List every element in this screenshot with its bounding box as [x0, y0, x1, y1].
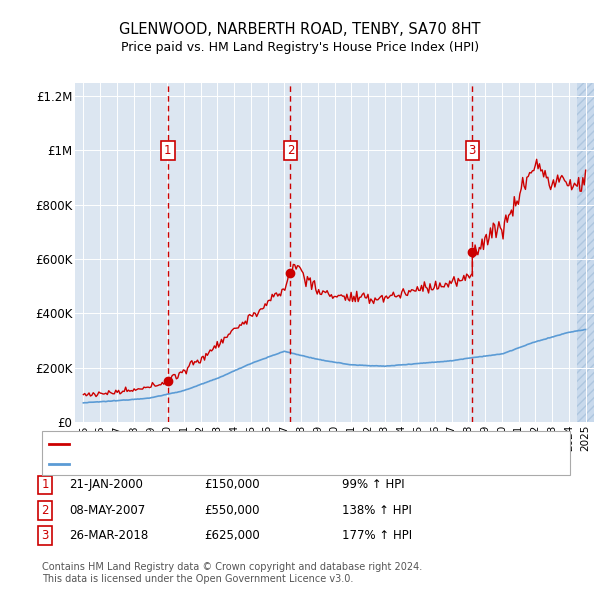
Text: £150,000: £150,000 — [204, 478, 260, 491]
Text: 138% ↑ HPI: 138% ↑ HPI — [342, 504, 412, 517]
Text: 26-MAR-2018: 26-MAR-2018 — [69, 529, 148, 542]
Text: 08-MAY-2007: 08-MAY-2007 — [69, 504, 145, 517]
Text: 1: 1 — [164, 144, 172, 157]
Text: 1: 1 — [41, 478, 49, 491]
Bar — [577, 69, 600, 422]
Text: £625,000: £625,000 — [204, 529, 260, 542]
Bar — [577, 69, 600, 422]
Text: 2: 2 — [287, 144, 294, 157]
Text: £550,000: £550,000 — [204, 504, 260, 517]
Text: 177% ↑ HPI: 177% ↑ HPI — [342, 529, 412, 542]
Text: 2: 2 — [41, 504, 49, 517]
Text: 21-JAN-2000: 21-JAN-2000 — [69, 478, 143, 491]
Text: Contains HM Land Registry data © Crown copyright and database right 2024.
This d: Contains HM Land Registry data © Crown c… — [42, 562, 422, 584]
Text: 3: 3 — [469, 144, 476, 157]
Text: 3: 3 — [41, 529, 49, 542]
Text: GLENWOOD, NARBERTH ROAD, TENBY, SA70 8HT (detached house): GLENWOOD, NARBERTH ROAD, TENBY, SA70 8HT… — [73, 439, 451, 448]
Text: 99% ↑ HPI: 99% ↑ HPI — [342, 478, 404, 491]
Text: GLENWOOD, NARBERTH ROAD, TENBY, SA70 8HT: GLENWOOD, NARBERTH ROAD, TENBY, SA70 8HT — [119, 22, 481, 37]
Text: HPI: Average price, detached house, Pembrokeshire: HPI: Average price, detached house, Pemb… — [73, 460, 362, 469]
Text: Price paid vs. HM Land Registry's House Price Index (HPI): Price paid vs. HM Land Registry's House … — [121, 41, 479, 54]
